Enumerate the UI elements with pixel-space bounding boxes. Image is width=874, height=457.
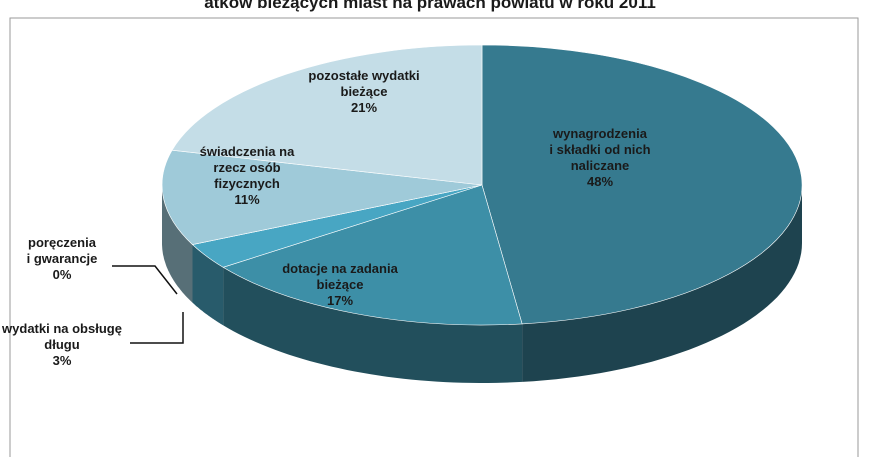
slice-label: świadczenia na rzecz osób fizycznych [200, 144, 295, 191]
slice-side [192, 244, 224, 326]
slice-label: wydatki na obsługę długu [1, 321, 122, 352]
slice [171, 44, 483, 186]
value-label: 21% [351, 100, 377, 115]
value-label: 17% [327, 293, 353, 308]
slice-side [522, 185, 802, 382]
slice-label: wynagrodzenia i składki od nich naliczane [549, 126, 650, 173]
slice [161, 149, 483, 245]
leader-line [112, 265, 178, 295]
slice-label: poręczenia i gwarancje [27, 235, 98, 266]
value-label: 48% [587, 174, 613, 189]
slice-label: dotacje na zadania bieżące [282, 261, 398, 292]
value-label: 11% [234, 192, 260, 207]
value-label: 0% [53, 267, 72, 282]
slice-side [162, 185, 193, 303]
slice-side [223, 267, 523, 383]
leader-line [130, 312, 184, 344]
chart-title: atków bieżących miast na prawach powiatu… [204, 0, 656, 12]
slice-label: pozostałe wydatki bieżące [308, 68, 419, 99]
value-label: 3% [53, 353, 72, 368]
slice [222, 184, 523, 326]
slice [481, 44, 803, 325]
